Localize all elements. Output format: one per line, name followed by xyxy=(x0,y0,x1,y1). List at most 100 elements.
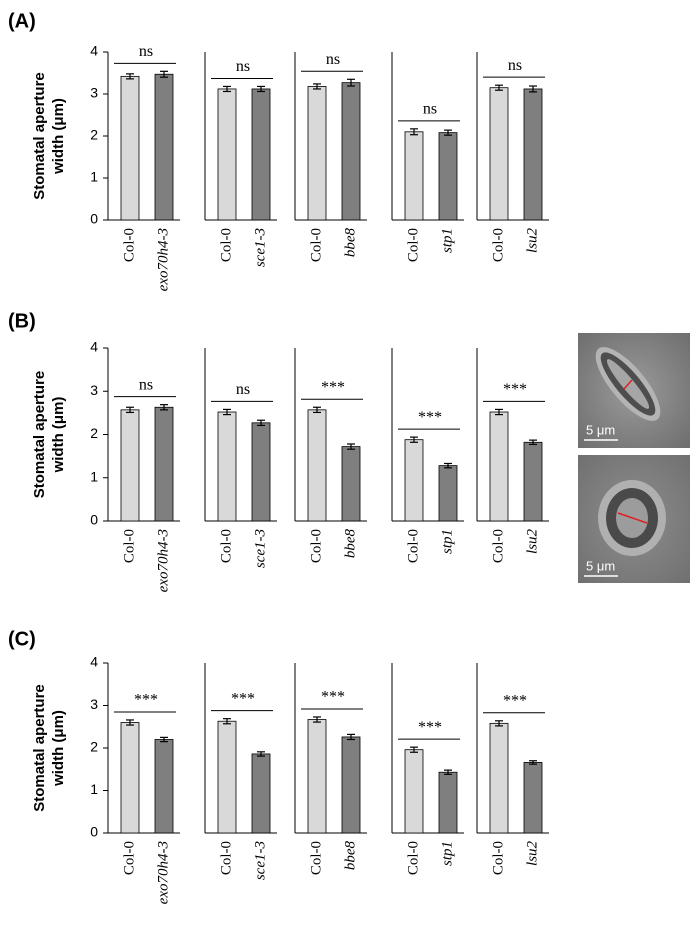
bar xyxy=(307,409,327,522)
panel-label: (B) xyxy=(8,310,36,332)
y-axis-label: Stomatal aperture width (μm) xyxy=(31,684,67,812)
significance-label: ns xyxy=(139,376,153,393)
bar xyxy=(341,736,361,834)
x-tick-label: Col-0 xyxy=(218,228,234,262)
y-tick-label: 0 xyxy=(90,824,98,840)
bar xyxy=(307,86,327,221)
y-tick-label: 0 xyxy=(90,512,98,528)
x-tick-label: lsu2 xyxy=(524,529,540,555)
bar xyxy=(217,720,237,834)
bar xyxy=(341,446,361,522)
stoma-image xyxy=(578,333,690,448)
x-tick-label: bbe8 xyxy=(342,228,358,258)
significance-label: *** xyxy=(418,409,442,426)
y-tick-label: 4 xyxy=(90,654,98,670)
y-tick-label: 1 xyxy=(90,781,98,797)
bar xyxy=(438,771,458,834)
bar xyxy=(120,75,140,221)
x-tick-label: Col-0 xyxy=(121,841,137,875)
bar xyxy=(341,82,361,221)
x-tick-label: stp1 xyxy=(439,228,455,253)
x-tick-label: sce1-3 xyxy=(252,228,268,267)
bar xyxy=(251,88,271,221)
x-tick-label: Col-0 xyxy=(490,529,506,563)
significance-label: *** xyxy=(321,689,345,706)
y-tick-label: 3 xyxy=(90,85,98,101)
x-tick-label: exo70h4-3 xyxy=(155,228,171,291)
x-tick-label: bbe8 xyxy=(342,529,358,559)
bar xyxy=(438,132,458,221)
stoma-image xyxy=(578,455,690,583)
y-tick-label: 2 xyxy=(90,739,98,755)
x-tick-label: lsu2 xyxy=(524,228,540,254)
y-tick-label: 3 xyxy=(90,382,98,398)
significance-label: ns xyxy=(326,51,340,68)
bar xyxy=(251,422,271,522)
bar xyxy=(154,739,174,834)
significance-label: ns xyxy=(423,101,437,118)
significance-label: ns xyxy=(139,43,153,60)
bar xyxy=(523,88,543,221)
bar xyxy=(404,749,424,834)
y-tick-label: 1 xyxy=(90,468,98,484)
significance-label: *** xyxy=(503,381,527,398)
bar xyxy=(523,762,543,834)
bar xyxy=(489,722,509,834)
x-tick-label: exo70h4-3 xyxy=(155,529,171,592)
bar xyxy=(307,719,327,834)
x-tick-label: stp1 xyxy=(439,529,455,554)
panel-label: (A) xyxy=(8,10,36,32)
panel-label: (C) xyxy=(8,628,36,650)
bar xyxy=(489,411,509,522)
bar xyxy=(404,131,424,221)
x-tick-label: exo70h4-3 xyxy=(155,841,171,904)
y-tick-label: 0 xyxy=(90,211,98,227)
y-axis-label: Stomatal aperture width (μm) xyxy=(31,371,67,499)
y-tick-label: 2 xyxy=(90,127,98,143)
bar xyxy=(438,465,458,522)
bar xyxy=(154,406,174,522)
bar xyxy=(489,87,509,221)
bar xyxy=(523,441,543,522)
scale-bar-label: 5 μm xyxy=(586,558,615,573)
y-axis-label-line: width (μm) xyxy=(50,98,67,175)
y-axis-label-line: Stomatal aperture xyxy=(31,72,48,200)
bar xyxy=(120,409,140,522)
y-axis-label-line: Stomatal aperture xyxy=(31,684,48,812)
bar xyxy=(120,722,140,834)
x-tick-label: Col-0 xyxy=(405,228,421,262)
significance-label: ns xyxy=(236,58,250,75)
y-axis-label-line: width (μm) xyxy=(50,710,67,787)
x-tick-label: Col-0 xyxy=(308,228,324,262)
bar xyxy=(404,439,424,522)
y-tick-label: 1 xyxy=(90,169,98,185)
x-tick-label: bbe8 xyxy=(342,841,358,871)
x-tick-label: Col-0 xyxy=(218,529,234,563)
significance-label: *** xyxy=(418,719,442,736)
significance-label: *** xyxy=(503,692,527,709)
y-axis-label-line: width (μm) xyxy=(50,397,67,474)
y-tick-label: 4 xyxy=(90,43,98,59)
x-tick-label: Col-0 xyxy=(405,529,421,563)
x-tick-label: Col-0 xyxy=(405,841,421,875)
y-tick-label: 2 xyxy=(90,425,98,441)
bar xyxy=(251,753,271,834)
x-tick-label: Col-0 xyxy=(490,228,506,262)
x-tick-label: Col-0 xyxy=(490,841,506,875)
bar xyxy=(217,411,237,522)
scale-bar-label: 5 μm xyxy=(586,422,615,437)
y-tick-label: 4 xyxy=(90,339,98,355)
significance-label: *** xyxy=(231,690,255,707)
x-tick-label: sce1-3 xyxy=(252,529,268,568)
x-tick-label: sce1-3 xyxy=(252,841,268,880)
x-tick-label: Col-0 xyxy=(121,228,137,262)
x-tick-label: Col-0 xyxy=(218,841,234,875)
x-tick-label: Col-0 xyxy=(308,529,324,563)
bar xyxy=(217,88,237,221)
significance-label: *** xyxy=(321,379,345,396)
x-tick-label: Col-0 xyxy=(308,841,324,875)
bar xyxy=(154,73,174,221)
y-tick-label: 3 xyxy=(90,696,98,712)
significance-label: ns xyxy=(508,57,522,74)
